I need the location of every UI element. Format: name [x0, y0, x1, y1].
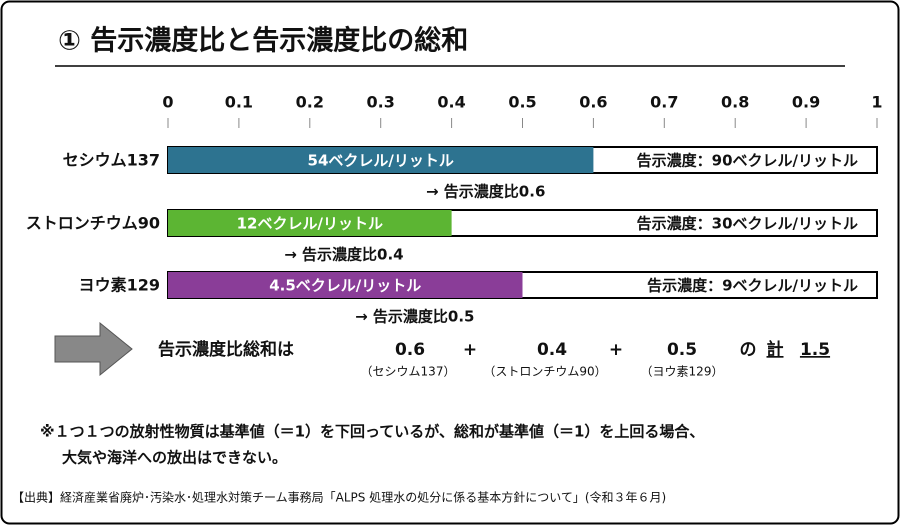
value-label: → 告示濃度比0.4 [284, 246, 403, 264]
summary-total: 1.5 [800, 340, 830, 360]
summary-term: + [463, 340, 477, 360]
limit-label: 告示濃度：30ベクレル/リットル [637, 215, 858, 233]
arrow [54, 321, 133, 377]
category-label: ヨウ素129 [79, 276, 160, 295]
bar [168, 272, 523, 298]
value-label: → 告示濃度比0.5 [355, 308, 474, 326]
summary-term: 0.5 [667, 340, 697, 360]
bar-label: 54ベクレル/リットル [308, 152, 454, 170]
summary-caption: （セシウム137） [361, 365, 456, 379]
x-tick-label: 0 [162, 93, 173, 112]
bar [168, 147, 594, 173]
x-tick-label: 0.5 [508, 93, 536, 112]
x-tick-label: 0.6 [579, 93, 607, 112]
bar-label: 4.5ベクレル/リットル [269, 277, 421, 295]
limit-label: 告示濃度：9ベクレル/リットル [647, 277, 858, 295]
x-tick-label: 0.7 [650, 93, 678, 112]
category-label: ストロンチウム90 [26, 214, 160, 233]
x-tick-label: 0.2 [296, 93, 324, 112]
note: 大気や海洋への放出はできない。 [62, 449, 287, 467]
x-tick-label: 0.1 [225, 93, 253, 112]
source: 【出典】経済産業省廃炉･汚染水･処理水対策チーム事務局「ALPS 処理水の処分に… [12, 490, 666, 505]
x-tick-label: 0.4 [437, 93, 465, 112]
title: ① 告示濃度比と告示濃度比の総和 [58, 25, 468, 57]
x-tick-label: 0.3 [367, 93, 395, 112]
summary-caption: （ストロンチウム90） [483, 365, 606, 379]
value-label: → 告示濃度比0.6 [426, 183, 545, 201]
summary-caption: （ヨウ素129） [641, 365, 724, 379]
x-tick-label: 1 [871, 93, 882, 112]
category-label: セシウム137 [63, 151, 160, 170]
summary-lead: 告示濃度比総和は [158, 339, 294, 360]
summary-term: + [609, 340, 623, 360]
limit-label: 告示濃度：90ベクレル/リットル [637, 152, 858, 170]
bar [168, 210, 452, 236]
summary-term: 0.6 [395, 340, 425, 360]
summary-total-label: 計 [767, 339, 784, 360]
note: ※１つ１つの放射性物質は基準値（＝1）を下回っているが、総和が基準値（＝1）を上… [40, 423, 704, 441]
bar-label: 12ベクレル/リットル [237, 215, 383, 233]
summary-of: の [740, 340, 757, 360]
x-tick-label: 0.8 [721, 93, 749, 112]
x-tick-label: 0.9 [792, 93, 820, 112]
summary-term: 0.4 [537, 340, 567, 360]
